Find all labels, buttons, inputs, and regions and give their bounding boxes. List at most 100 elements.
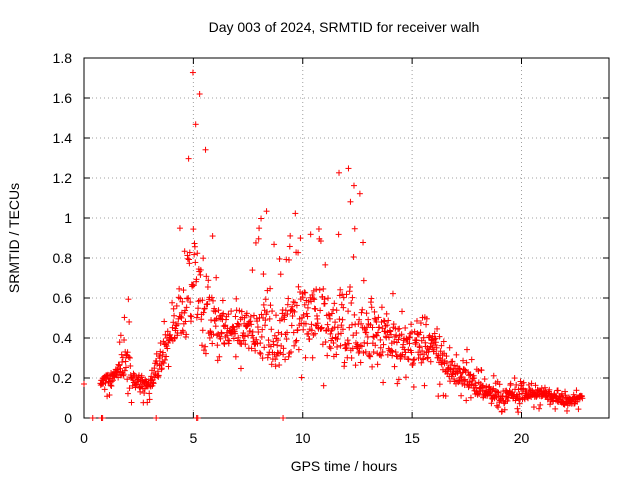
data-point bbox=[347, 198, 354, 205]
data-point bbox=[373, 332, 380, 339]
data-point bbox=[347, 284, 354, 291]
data-point bbox=[277, 271, 284, 278]
data-point bbox=[201, 305, 208, 312]
data-point bbox=[232, 353, 239, 360]
data-point bbox=[262, 317, 269, 324]
data-point bbox=[108, 378, 115, 385]
data-point bbox=[183, 304, 190, 311]
data-point bbox=[198, 342, 205, 349]
data-point bbox=[232, 330, 239, 337]
data-point bbox=[358, 309, 365, 316]
data-point bbox=[575, 406, 582, 413]
data-point bbox=[349, 294, 356, 301]
data-point bbox=[242, 341, 249, 348]
data-point bbox=[336, 169, 343, 176]
data-point bbox=[446, 344, 453, 351]
data-point bbox=[334, 324, 341, 331]
data-point bbox=[153, 357, 160, 364]
data-point bbox=[289, 312, 296, 319]
data-point bbox=[368, 295, 375, 302]
data-point bbox=[308, 321, 315, 328]
data-point bbox=[420, 355, 427, 362]
data-point bbox=[192, 259, 199, 266]
data-point bbox=[328, 310, 335, 317]
data-point bbox=[513, 381, 520, 388]
data-point bbox=[406, 334, 413, 341]
data-point bbox=[490, 372, 497, 379]
data-point bbox=[418, 359, 425, 366]
data-point bbox=[363, 310, 370, 317]
data-point bbox=[425, 354, 432, 361]
data-point bbox=[423, 315, 430, 322]
data-point bbox=[337, 342, 344, 349]
data-point bbox=[284, 329, 291, 336]
data-point bbox=[562, 392, 569, 399]
data-point bbox=[188, 313, 195, 320]
data-point bbox=[391, 363, 398, 370]
data-point bbox=[376, 324, 383, 331]
data-point bbox=[146, 390, 153, 397]
data-point bbox=[254, 318, 261, 325]
data-point bbox=[216, 353, 223, 360]
data-point bbox=[282, 356, 289, 363]
data-point bbox=[221, 340, 228, 347]
data-point bbox=[312, 306, 319, 313]
data-point bbox=[352, 362, 359, 369]
data-point bbox=[193, 276, 200, 283]
data-point bbox=[267, 285, 274, 292]
data-point bbox=[124, 390, 131, 397]
data-point bbox=[121, 336, 128, 343]
data-point bbox=[318, 324, 325, 331]
data-point bbox=[419, 348, 426, 355]
chart-title: Day 003 of 2024, SRMTID for receiver wal… bbox=[209, 19, 480, 35]
data-point bbox=[258, 333, 265, 340]
data-point bbox=[443, 353, 450, 360]
data-point bbox=[369, 363, 376, 370]
data-point bbox=[236, 322, 243, 329]
data-point bbox=[126, 354, 133, 361]
data-point bbox=[260, 301, 267, 308]
data-point bbox=[525, 381, 532, 388]
data-point bbox=[337, 286, 344, 293]
data-point bbox=[255, 235, 262, 242]
data-point bbox=[324, 295, 331, 302]
data-point bbox=[326, 315, 333, 322]
data-point bbox=[99, 415, 106, 421]
data-point bbox=[402, 374, 409, 381]
data-point bbox=[194, 415, 201, 421]
data-point bbox=[458, 392, 465, 399]
data-point bbox=[463, 397, 470, 404]
data-point bbox=[305, 330, 312, 337]
data-point bbox=[351, 311, 358, 318]
data-point bbox=[437, 348, 444, 355]
data-point bbox=[243, 310, 250, 317]
data-point bbox=[502, 393, 509, 400]
data-point bbox=[238, 308, 245, 315]
data-point bbox=[423, 321, 430, 328]
data-point bbox=[439, 356, 446, 363]
data-point bbox=[190, 226, 197, 233]
data-point bbox=[349, 321, 356, 328]
data-point bbox=[295, 346, 302, 353]
data-point bbox=[107, 382, 114, 389]
data-point bbox=[392, 349, 399, 356]
data-point bbox=[357, 359, 364, 366]
data-point bbox=[265, 351, 272, 358]
data-point bbox=[293, 302, 300, 309]
data-point bbox=[127, 362, 134, 369]
data-point bbox=[164, 345, 171, 352]
data-point bbox=[200, 255, 207, 262]
data-point bbox=[199, 327, 206, 334]
data-point bbox=[356, 190, 363, 197]
data-point bbox=[421, 382, 428, 389]
data-point bbox=[389, 348, 396, 355]
data-point bbox=[499, 408, 506, 415]
data-point bbox=[302, 354, 309, 361]
data-point bbox=[387, 328, 394, 335]
data-point bbox=[169, 299, 176, 306]
data-point bbox=[116, 339, 123, 346]
data-point bbox=[274, 342, 281, 349]
data-point bbox=[193, 314, 200, 321]
data-point bbox=[237, 365, 244, 372]
data-point bbox=[202, 343, 209, 350]
